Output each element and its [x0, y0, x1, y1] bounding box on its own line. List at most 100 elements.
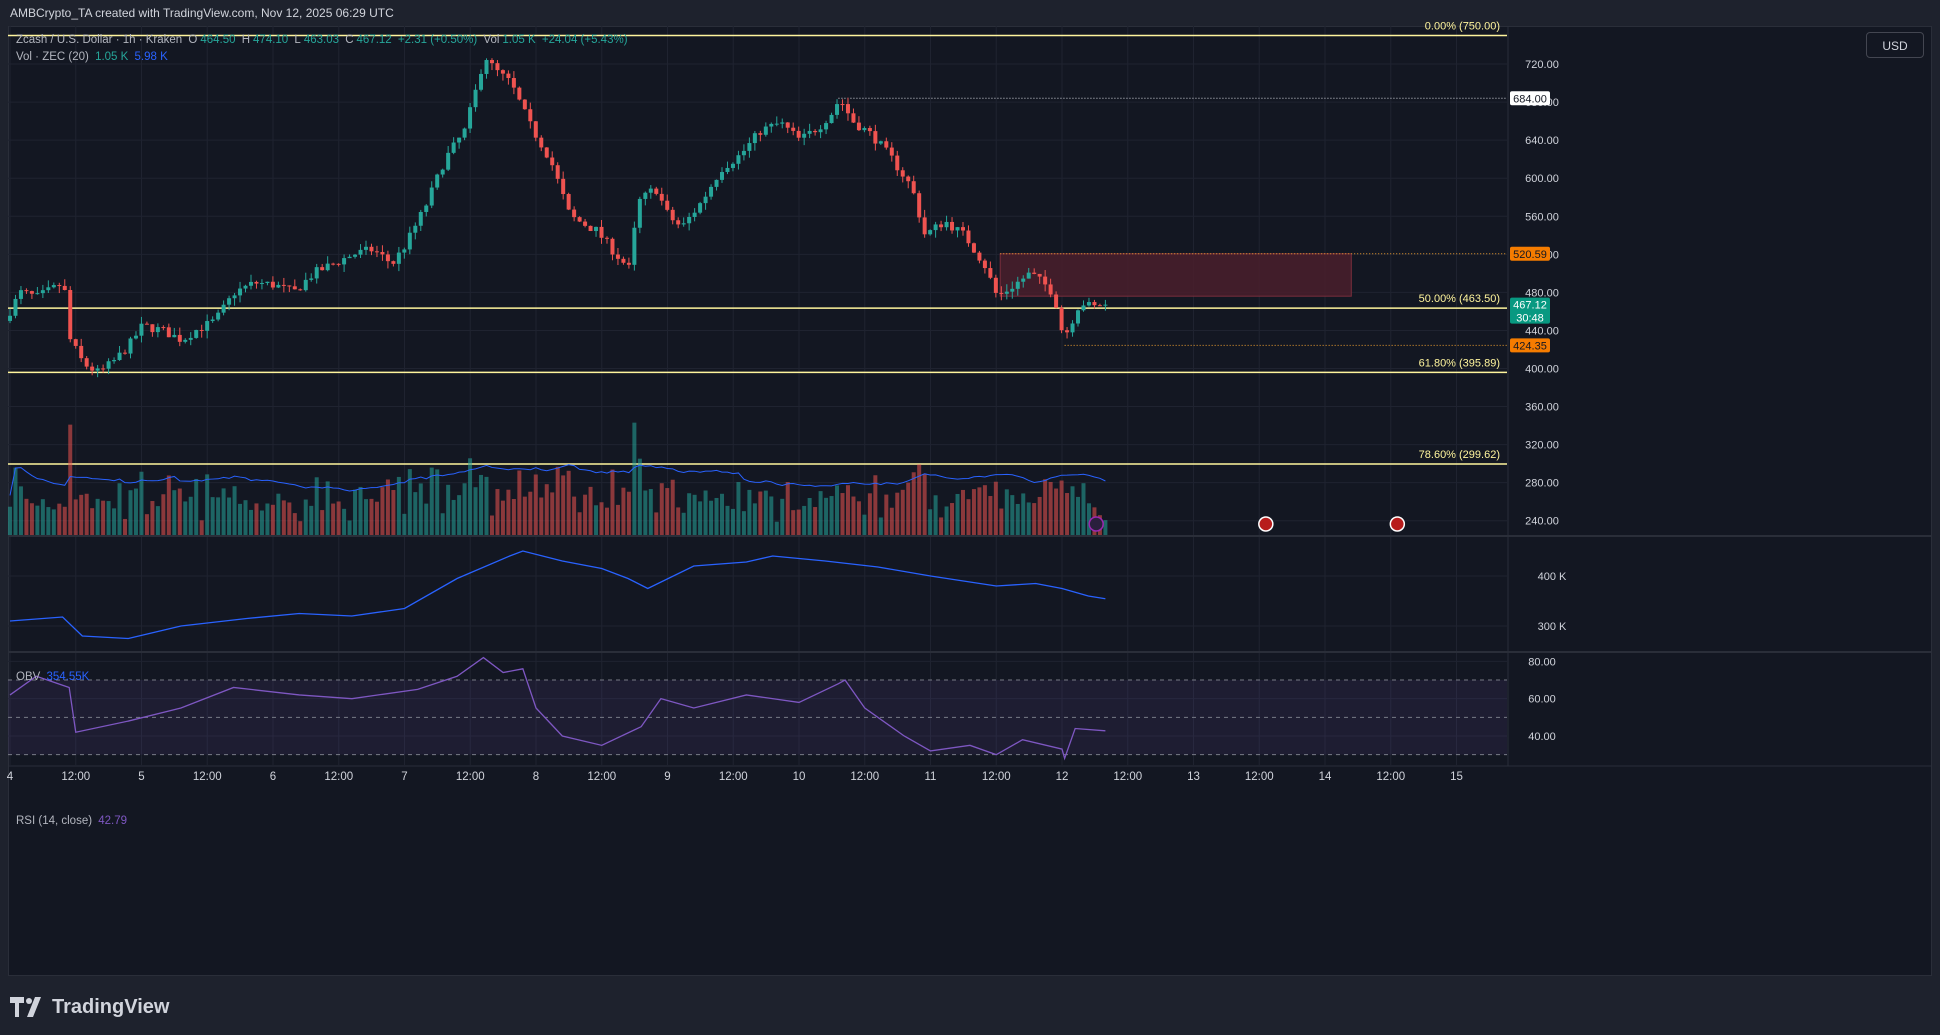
candle-body: [73, 339, 78, 346]
volume-bar: [13, 467, 18, 535]
candle-body: [68, 290, 73, 340]
volume-bar: [747, 489, 752, 535]
price-tag-white: [1510, 91, 1550, 106]
volume-bar: [73, 499, 78, 535]
close-label: C: [345, 34, 354, 46]
candle-body: [785, 122, 790, 128]
candle-body: [1026, 272, 1031, 279]
volume-bar: [435, 469, 440, 535]
volume-bar: [161, 494, 166, 535]
volume-bar: [654, 512, 659, 535]
volume-bar: [144, 514, 149, 535]
candle-body: [144, 323, 149, 325]
candle-body: [583, 221, 588, 226]
volume-bar: [281, 500, 286, 535]
time-axis-label: 13: [1187, 771, 1200, 783]
volume-bar: [939, 517, 944, 535]
volume-bar: [8, 506, 12, 535]
time-axis-label: 12:00: [193, 771, 222, 783]
rsi-axis-label: 80.00: [1528, 656, 1556, 668]
volume-bar: [659, 483, 664, 535]
candle-body: [1004, 291, 1009, 294]
volume-bar: [68, 424, 73, 535]
volume-bar: [51, 509, 56, 535]
volume-bar: [298, 521, 303, 535]
candle-body: [402, 249, 407, 253]
volume-bar: [396, 476, 401, 535]
volume-bar: [484, 476, 489, 535]
volume-bar: [583, 494, 588, 535]
volume-bar: [796, 509, 801, 535]
candle-body: [407, 232, 412, 250]
candle-body: [604, 237, 609, 239]
candle-body: [665, 200, 670, 210]
candle-body: [320, 267, 325, 271]
candle-body: [922, 217, 927, 235]
volume-bar: [720, 493, 725, 535]
volume-bar: [780, 498, 785, 535]
volume-bar: [785, 482, 790, 535]
candle-body: [1070, 323, 1075, 333]
candle-body: [227, 298, 232, 305]
volume-bar: [933, 495, 938, 535]
candle-body: [960, 227, 965, 231]
candle-body: [1065, 330, 1070, 333]
volume-bar: [763, 490, 768, 535]
candle-body: [555, 165, 560, 179]
candle-body: [720, 172, 725, 180]
price-tag-orange: [1510, 246, 1550, 261]
volume-bar: [988, 496, 993, 535]
candle-body: [856, 122, 861, 131]
volume-bar: [336, 501, 341, 535]
volume-bar: [533, 474, 538, 535]
obv-label[interactable]: OBV: [16, 671, 41, 683]
time-axis-label: 12:00: [1113, 771, 1142, 783]
volume-bar: [133, 488, 138, 535]
volume-bar: [462, 483, 467, 535]
candle-body: [626, 262, 631, 265]
candle-body: [1037, 273, 1042, 277]
volume-bar: [424, 503, 429, 535]
volume-bar: [440, 513, 445, 535]
volume-bar: [818, 491, 823, 535]
volume-bar: [555, 466, 560, 535]
volume-bar: [906, 482, 911, 535]
volume-bar: [594, 505, 599, 535]
volume-bar: [331, 503, 336, 535]
tradingview-branding: TradingView: [10, 990, 169, 1024]
volume-bar: [588, 486, 593, 535]
candle-body: [353, 254, 358, 257]
volume-bar: [873, 475, 878, 535]
candle-body: [451, 142, 456, 153]
candle-body: [867, 128, 872, 132]
currency-button[interactable]: USD: [1866, 32, 1924, 58]
candle-body: [35, 293, 40, 295]
candle-body: [484, 60, 489, 74]
candle-body: [599, 226, 604, 238]
volume-bar: [544, 484, 549, 535]
volume-bar: [692, 494, 697, 535]
candle-body: [435, 174, 440, 188]
time-axis-label: 12:00: [456, 771, 485, 783]
candle-body: [385, 254, 390, 262]
volume-bar: [495, 489, 500, 535]
candle-body: [342, 258, 347, 265]
candle-body: [643, 192, 648, 199]
rsi-label[interactable]: RSI (14, close): [16, 815, 93, 827]
volume-bar: [1021, 493, 1026, 535]
volume-bar: [57, 503, 62, 535]
candle-body: [462, 128, 467, 138]
volume-ma-label[interactable]: Vol · ZEC (20): [16, 51, 89, 63]
volume-bar: [856, 501, 861, 535]
volume-ma-value-1: 1.05 K: [95, 51, 129, 63]
volume-bar: [1026, 502, 1031, 535]
symbol-label[interactable]: Zcash / U.S. Dollar · 1h · Kraken: [16, 34, 183, 46]
volume-bar: [955, 493, 960, 535]
volume-bar: [380, 487, 385, 535]
volume-bar: [741, 511, 746, 535]
obv-value: 354.55K: [46, 671, 90, 683]
volume-bar: [528, 491, 533, 535]
volume-bar: [35, 505, 40, 535]
time-axis-label: 12:00: [324, 771, 353, 783]
